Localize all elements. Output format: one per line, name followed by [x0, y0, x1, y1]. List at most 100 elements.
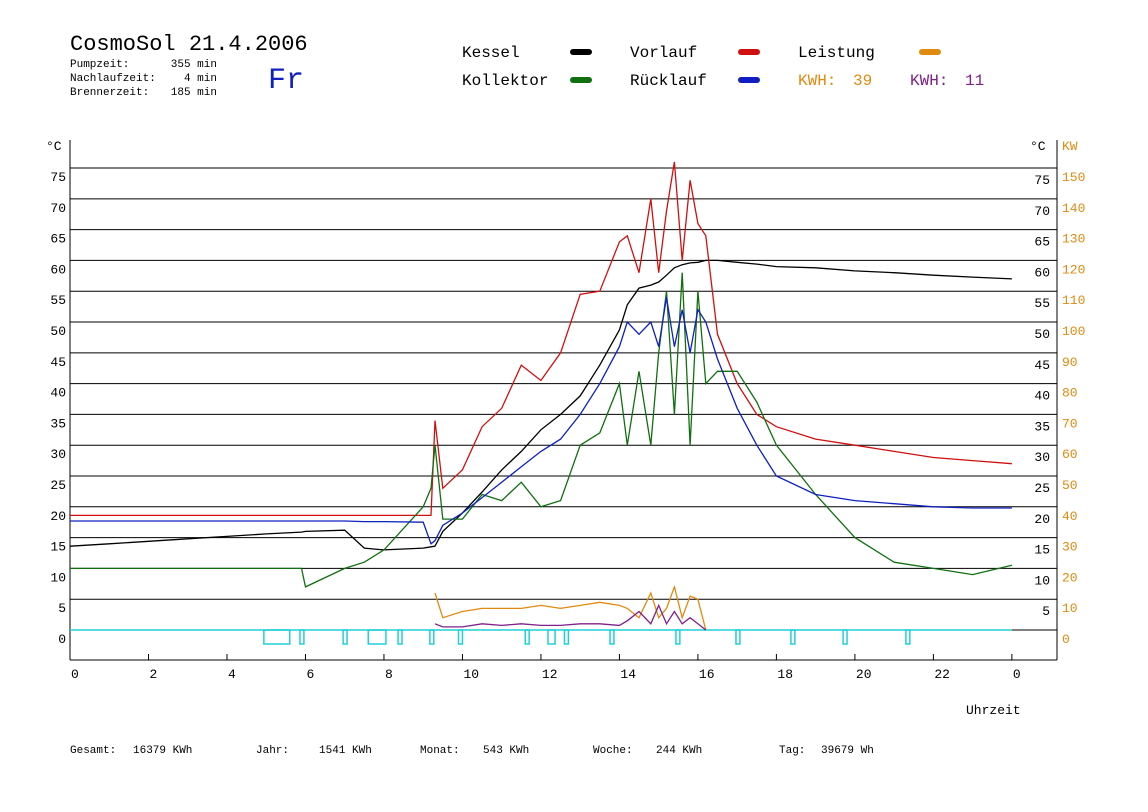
y2-tick-label: 130 [1062, 232, 1085, 247]
y-tick-label: 15 [50, 540, 66, 555]
y2-tick-label: 90 [1062, 355, 1078, 370]
legend-label: Rücklauf [630, 72, 707, 90]
y-tick-label: 10 [50, 570, 66, 585]
series-line [70, 272, 1013, 588]
total-label: KWH: [798, 72, 836, 90]
footer-label: Tag: [779, 745, 805, 757]
footer-value: 16379 KWh [133, 745, 192, 757]
legend-label: Vorlauf [630, 44, 697, 62]
y2-tick-label: 110 [1062, 293, 1085, 308]
x-tick-label: 2 [149, 667, 157, 682]
pump-pulse [735, 629, 741, 645]
x-tick-label: 22 [934, 667, 950, 682]
x-axis-label: Uhrzeit [966, 703, 1021, 718]
stat-label: Nachlaufzeit: [70, 73, 156, 85]
y-tick-label-right: 65 [1034, 235, 1050, 250]
y2-tick-label: 140 [1062, 201, 1085, 216]
legend-label: Kollektor [462, 72, 548, 90]
y-axis-label-right: °C [1030, 139, 1046, 154]
footer-label: Woche: [593, 745, 633, 757]
y-tick-label-right: 30 [1034, 450, 1050, 465]
stat-value: 185 min [171, 87, 217, 99]
pump-pulse [367, 629, 387, 645]
stat-value: 355 min [171, 59, 217, 71]
pump-pulse [675, 629, 681, 645]
chart-title: CosmoSol 21.4.2006 [70, 32, 308, 57]
y-tick-label: 25 [50, 478, 66, 493]
footer-value: 244 KWh [656, 745, 702, 757]
pump-pulse [842, 629, 848, 645]
pump-pulse [457, 629, 464, 645]
y-tick-label: 50 [50, 324, 66, 339]
y2-tick-label: 10 [1062, 601, 1078, 616]
pump-pulse [563, 629, 570, 645]
footer-value: 1541 KWh [319, 745, 372, 757]
y2-tick-label: 70 [1062, 416, 1078, 431]
y2-tick-label: 50 [1062, 478, 1078, 493]
pump-pulse [524, 629, 530, 645]
stat-value: 4 min [184, 73, 217, 85]
footer-label: Gesamt: [70, 745, 116, 757]
pump-pulse [905, 629, 911, 645]
series-line [434, 584, 707, 631]
weekday: Fr [268, 64, 304, 98]
footer-label: Monat: [420, 745, 460, 757]
y-tick-label-right: 10 [1034, 573, 1050, 588]
x-tick-label: 16 [699, 667, 715, 682]
pump-pulse [547, 629, 556, 645]
y2-tick-label: 30 [1062, 540, 1078, 555]
footer-value: 543 KWh [483, 745, 529, 757]
stat-label: Brennerzeit: [70, 87, 149, 99]
legend-label: Leistung [798, 44, 875, 62]
y-tick-label-right: 20 [1034, 512, 1050, 527]
series-line [434, 603, 707, 631]
pump-pulse [429, 629, 435, 645]
pump-pulse [299, 629, 305, 645]
y2-tick-label: 100 [1062, 324, 1085, 339]
y-tick-label-right: 35 [1034, 419, 1050, 434]
y-tick-label: 65 [50, 232, 66, 247]
y2-axis-label: KW [1062, 139, 1078, 154]
y-tick-label-right: 50 [1034, 327, 1050, 342]
y-tick-label-right: 25 [1034, 481, 1050, 496]
y2-tick-label: 40 [1062, 509, 1078, 524]
y-tick-label: 20 [50, 509, 66, 524]
y-tick-label-right: 45 [1034, 358, 1050, 373]
y-tick-label: 75 [50, 170, 66, 185]
y2-tick-label: 60 [1062, 447, 1078, 462]
pump-pulse [609, 629, 615, 645]
y-axis-label: °C [46, 139, 62, 154]
footer-value: 39679 Wh [821, 745, 874, 757]
total-label: KWH: [910, 72, 948, 90]
legend-label: Kessel [462, 44, 520, 62]
y-tick-label: 55 [50, 293, 66, 308]
x-tick-label: 0 [71, 667, 79, 682]
y-tick-label: 40 [50, 386, 66, 401]
pump-pulse [342, 629, 348, 645]
y2-tick-label: 120 [1062, 262, 1085, 277]
y-tick-label-right: 75 [1034, 173, 1050, 188]
y-tick-label: 0 [58, 632, 66, 647]
y-tick-label: 35 [50, 416, 66, 431]
y-tick-label: 60 [50, 262, 66, 277]
x-tick-label: 0 [1013, 667, 1021, 682]
y-tick-label-right: 55 [1034, 296, 1050, 311]
y-tick-label-right: 40 [1034, 389, 1050, 404]
x-tick-label: 4 [228, 667, 236, 682]
y-tick-label: 70 [50, 201, 66, 216]
x-tick-label: 6 [306, 667, 314, 682]
stat-label: Pumpzeit: [70, 59, 129, 71]
x-tick-label: 12 [542, 667, 558, 682]
y-tick-label-right: 70 [1034, 204, 1050, 219]
y2-tick-label: 20 [1062, 570, 1078, 585]
y-tick-label-right: 5 [1042, 604, 1050, 619]
y2-tick-label: 0 [1062, 632, 1070, 647]
footer-label: Jahr: [256, 745, 289, 757]
total-value: 39 [853, 72, 872, 90]
series-line [69, 259, 1012, 551]
series-line [70, 161, 1012, 517]
y-tick-label: 30 [50, 447, 66, 462]
y-tick-label-right: 60 [1034, 265, 1050, 280]
y2-tick-label: 150 [1062, 170, 1085, 185]
x-tick-label: 8 [385, 667, 393, 682]
